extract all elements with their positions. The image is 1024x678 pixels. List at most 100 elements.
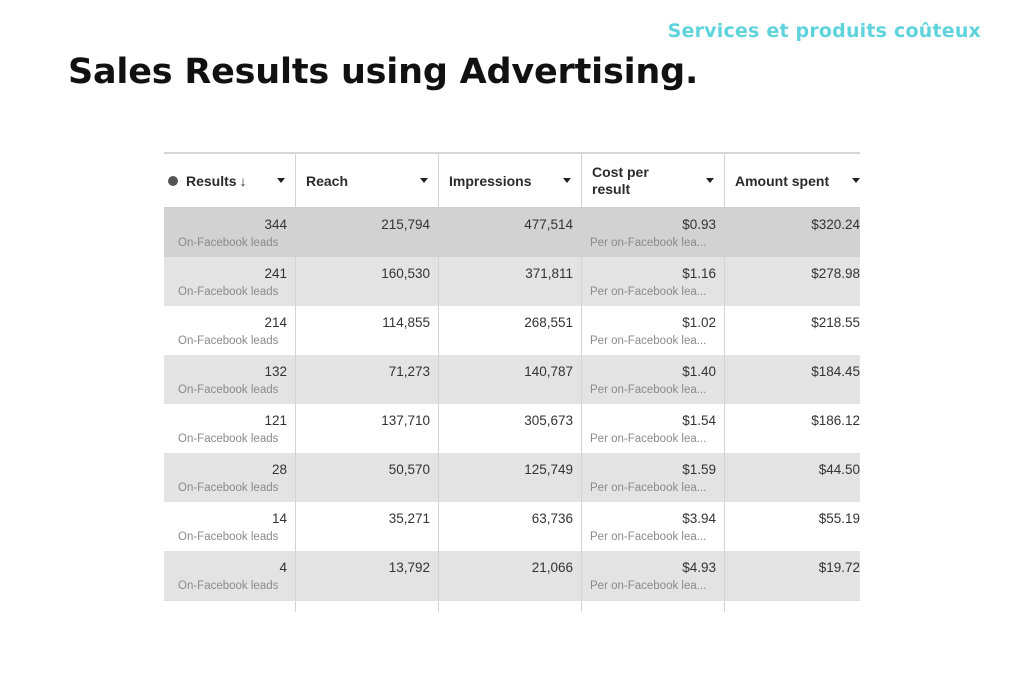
cost-type: Per on-Facebook lea... <box>590 531 707 543</box>
amount-value: $186.12 <box>811 413 860 428</box>
cell-reach: 215,794 <box>296 208 439 257</box>
ads-results-table: Results ↓ Reach Impressions Cost per res… <box>164 152 860 612</box>
cell-amount-spent: $218.55 <box>725 306 860 355</box>
chevron-down-icon[interactable] <box>563 178 571 183</box>
results-value: 14 <box>271 511 287 526</box>
amount-value: $44.50 <box>818 462 860 477</box>
cell-results: 214 On-Facebook leads <box>164 306 296 355</box>
results-type: On-Facebook leads <box>178 286 279 298</box>
cell-cost-per-result: $4.93 Per on-Facebook lea... <box>582 551 725 600</box>
reach-value: 13,792 <box>388 560 430 575</box>
cell-impressions: 125,749 <box>439 453 582 502</box>
impressions-value: 125,749 <box>524 462 573 477</box>
results-value: 28 <box>271 462 287 477</box>
column-header-amount-spent[interactable]: Amount spent <box>725 154 860 207</box>
table-header: Results ↓ Reach Impressions Cost per res… <box>164 154 860 208</box>
table-cell <box>164 601 296 612</box>
cell-impressions: 21,066 <box>439 551 582 600</box>
impressions-header-label: Impressions <box>449 172 532 189</box>
cell-results: 241 On-Facebook leads <box>164 257 296 306</box>
info-icon[interactable] <box>168 175 178 186</box>
amount-value: $218.55 <box>811 315 860 330</box>
column-header-cost-per-result[interactable]: Cost per result <box>582 154 725 207</box>
results-type: On-Facebook leads <box>178 384 279 396</box>
table-row[interactable]: 214 On-Facebook leads 114,855 268,551 $1.02 P… <box>164 306 860 355</box>
results-value: 121 <box>264 413 287 428</box>
results-type: On-Facebook leads <box>178 482 279 494</box>
cell-reach: 13,792 <box>296 551 439 600</box>
table-cell <box>439 601 582 612</box>
chevron-down-icon[interactable] <box>852 178 860 183</box>
cell-impressions: 371,811 <box>439 257 582 306</box>
reach-value: 71,273 <box>388 364 430 379</box>
cell-cost-per-result: $1.02 Per on-Facebook lea... <box>582 306 725 355</box>
table-row[interactable]: 121 On-Facebook leads 137,710 305,673 $1.54 P… <box>164 404 860 453</box>
cell-cost-per-result: $1.16 Per on-Facebook lea... <box>582 257 725 306</box>
chevron-down-icon[interactable] <box>706 178 714 183</box>
table-row-partial <box>164 600 860 612</box>
column-header-impressions[interactable]: Impressions <box>439 154 582 207</box>
amount-value: $320.24 <box>811 217 860 232</box>
chevron-down-icon[interactable] <box>420 178 428 183</box>
reach-value: 160,530 <box>381 266 430 281</box>
table-row[interactable]: 241 On-Facebook leads 160,530 371,811 $1.16 P… <box>164 257 860 306</box>
cell-impressions: 63,736 <box>439 502 582 551</box>
cost-value: $3.94 <box>682 511 716 526</box>
table-row[interactable]: 14 On-Facebook leads 35,271 63,736 $3.94 Per … <box>164 502 860 551</box>
cell-cost-per-result: $1.40 Per on-Facebook lea... <box>582 355 725 404</box>
cost-value: $1.40 <box>682 364 716 379</box>
cell-results: 121 On-Facebook leads <box>164 404 296 453</box>
cell-impressions: 305,673 <box>439 404 582 453</box>
sort-down-icon: ↓ <box>239 172 247 189</box>
page-title: Sales Results using Advertising. <box>68 52 699 92</box>
results-header-label: Results <box>186 172 237 189</box>
table-cell <box>582 601 725 612</box>
column-header-reach[interactable]: Reach <box>296 154 439 207</box>
table-row[interactable]: 344 On-Facebook leads 215,794 477,514 $0.93 P… <box>164 208 860 257</box>
cell-impressions: 140,787 <box>439 355 582 404</box>
impressions-value: 477,514 <box>524 217 573 232</box>
tagline: Services et produits coûteux <box>667 20 981 42</box>
table-cell <box>725 601 860 612</box>
cost-value: $1.16 <box>682 266 716 281</box>
results-type: On-Facebook leads <box>178 237 279 249</box>
cost-header-label: Cost per result <box>592 164 649 198</box>
cost-type: Per on-Facebook lea... <box>590 335 707 347</box>
cell-amount-spent: $186.12 <box>725 404 860 453</box>
impressions-value: 140,787 <box>524 364 573 379</box>
cell-cost-per-result: $3.94 Per on-Facebook lea... <box>582 502 725 551</box>
table-row[interactable]: 132 On-Facebook leads 71,273 140,787 $1.40 Pe… <box>164 355 860 404</box>
cell-reach: 71,273 <box>296 355 439 404</box>
cost-value: $1.59 <box>682 462 716 477</box>
cell-cost-per-result: $1.59 Per on-Facebook lea... <box>582 453 725 502</box>
cost-type: Per on-Facebook lea... <box>590 433 707 445</box>
cell-cost-per-result: $0.93 Per on-Facebook lea... <box>582 208 725 257</box>
impressions-value: 21,066 <box>531 560 573 575</box>
table-body: 344 On-Facebook leads 215,794 477,514 $0.93 P… <box>164 208 860 600</box>
cost-type: Per on-Facebook lea... <box>590 384 707 396</box>
cell-results: 28 On-Facebook leads <box>164 453 296 502</box>
table-cell <box>296 601 439 612</box>
reach-value: 50,570 <box>388 462 430 477</box>
table-row[interactable]: 4 On-Facebook leads 13,792 21,066 $4.93 Per o… <box>164 551 860 600</box>
amount-value: $55.19 <box>818 511 860 526</box>
results-type: On-Facebook leads <box>178 580 279 592</box>
table-row[interactable]: 28 On-Facebook leads 50,570 125,749 $1.59 Per… <box>164 453 860 502</box>
cell-reach: 114,855 <box>296 306 439 355</box>
results-type: On-Facebook leads <box>178 335 279 347</box>
cell-results: 132 On-Facebook leads <box>164 355 296 404</box>
amount-value: $184.45 <box>811 364 860 379</box>
results-value: 4 <box>279 560 287 575</box>
cost-type: Per on-Facebook lea... <box>590 237 707 249</box>
reach-value: 137,710 <box>381 413 430 428</box>
cell-amount-spent: $19.72 <box>725 551 860 600</box>
amount-value: $19.72 <box>818 560 860 575</box>
cell-amount-spent: $278.98 <box>725 257 860 306</box>
cell-results: 14 On-Facebook leads <box>164 502 296 551</box>
cell-impressions: 268,551 <box>439 306 582 355</box>
results-value: 214 <box>264 315 287 330</box>
cost-value: $0.93 <box>682 217 716 232</box>
impressions-value: 63,736 <box>531 511 573 526</box>
chevron-down-icon[interactable] <box>277 178 285 183</box>
column-header-results[interactable]: Results ↓ <box>164 154 296 207</box>
